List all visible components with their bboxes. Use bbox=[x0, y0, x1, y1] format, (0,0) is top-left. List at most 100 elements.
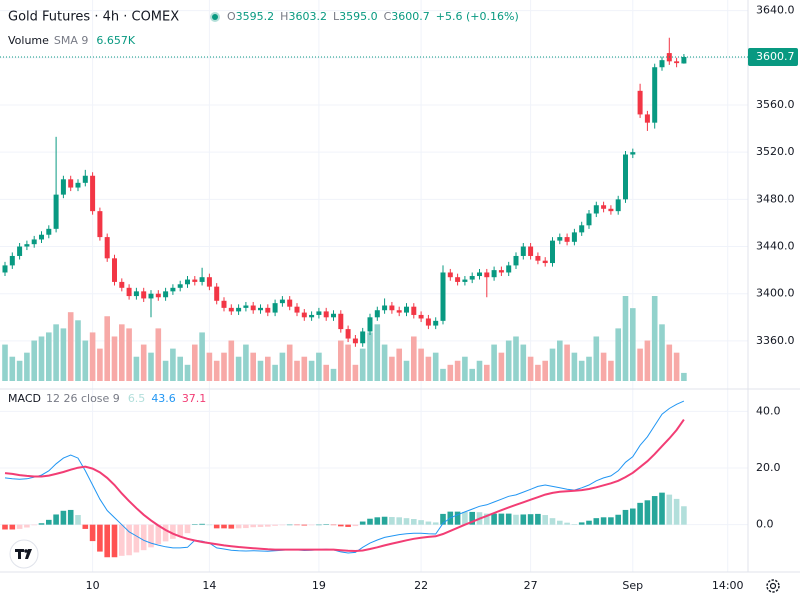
volume-bar bbox=[571, 352, 578, 381]
candle-body bbox=[243, 305, 249, 308]
candle-body bbox=[345, 329, 351, 339]
macd-histogram-bar bbox=[630, 508, 636, 525]
volume-bar bbox=[192, 344, 198, 381]
volume-bar bbox=[681, 372, 687, 381]
macd-histogram-bar bbox=[104, 524, 110, 558]
macd-histogram-bar bbox=[432, 522, 439, 525]
y-tick-label: 3360.0 bbox=[756, 334, 795, 347]
status-dot bbox=[212, 14, 218, 20]
candle-body bbox=[192, 279, 198, 282]
candle-body bbox=[279, 299, 285, 304]
y-tick-label: 3440.0 bbox=[756, 240, 795, 253]
macd-histogram-bar bbox=[316, 524, 322, 526]
gear-inner[interactable] bbox=[769, 582, 777, 590]
macd-histogram-bar bbox=[89, 524, 96, 542]
macd-histogram-bar bbox=[279, 524, 286, 526]
x-tick-label: Sep bbox=[622, 579, 643, 592]
x-tick-label: 19 bbox=[312, 579, 326, 592]
macd-histogram-bar bbox=[389, 517, 395, 525]
macd-histogram-bar bbox=[600, 517, 607, 525]
candle-body bbox=[214, 286, 220, 301]
volume-bar bbox=[111, 336, 118, 381]
candle-body bbox=[586, 213, 592, 226]
candle-body bbox=[170, 287, 176, 292]
candle-body bbox=[316, 311, 322, 315]
volume-label: Volume bbox=[8, 34, 49, 47]
candle-body bbox=[542, 260, 548, 264]
candle-body bbox=[112, 258, 117, 282]
macd-histogram-bar bbox=[46, 519, 52, 525]
logo-bg bbox=[9, 539, 39, 569]
candle-body bbox=[433, 320, 439, 326]
candle-body bbox=[60, 179, 66, 195]
grid-layer bbox=[0, 0, 748, 572]
candle-body bbox=[469, 276, 475, 280]
volume-bar bbox=[60, 328, 67, 381]
volume-bar bbox=[170, 348, 176, 381]
candle-body bbox=[447, 272, 453, 278]
macd-histogram-bar bbox=[67, 509, 74, 525]
macd-histogram-bar bbox=[374, 517, 381, 525]
candle-body bbox=[236, 307, 242, 312]
macd-histogram-bar bbox=[549, 518, 556, 525]
volume-bar bbox=[425, 356, 432, 381]
macd-histogram-bar bbox=[345, 524, 351, 527]
volume-params: SMA 9 bbox=[54, 34, 89, 47]
candle-body bbox=[258, 307, 263, 311]
candle-body bbox=[659, 60, 665, 68]
gear-outer[interactable] bbox=[766, 579, 780, 593]
macd-series-value: 37.1 bbox=[182, 392, 207, 405]
readout-label: H bbox=[280, 10, 288, 23]
macd-histogram-bar bbox=[411, 519, 417, 525]
macd-histogram-bar bbox=[425, 521, 432, 525]
candle-body bbox=[53, 194, 59, 229]
x-tick-label: 14:00 bbox=[712, 579, 744, 592]
volume-bar bbox=[133, 356, 140, 381]
macd-histogram-bar bbox=[235, 524, 242, 529]
readout-value: 3595.2 bbox=[236, 10, 275, 23]
macd-histogram-bar bbox=[323, 524, 329, 525]
volume-bar bbox=[615, 328, 621, 381]
volume-bar bbox=[345, 344, 351, 381]
volume-bar bbox=[338, 340, 344, 381]
volume-bar bbox=[265, 356, 271, 381]
candle-body bbox=[389, 305, 395, 311]
candle-body bbox=[68, 179, 74, 188]
macd-histogram-bar bbox=[82, 524, 89, 529]
volume-bar bbox=[673, 352, 680, 381]
macd-histogram-bar bbox=[491, 513, 497, 525]
macd-histogram-bar bbox=[16, 524, 23, 529]
volume-bar bbox=[308, 360, 315, 381]
candle-body bbox=[440, 272, 446, 321]
macd-histogram-bar bbox=[126, 524, 132, 556]
macd-histogram-bar bbox=[31, 524, 37, 526]
volume-bar bbox=[221, 352, 227, 381]
macd-histogram-bar bbox=[462, 511, 468, 525]
volume-bar bbox=[31, 340, 37, 381]
settings-icon[interactable] bbox=[766, 579, 780, 593]
volume-bar bbox=[228, 340, 235, 381]
candle-body bbox=[265, 307, 271, 313]
y-tick-label: 3520.0 bbox=[756, 145, 795, 158]
readout-label: O bbox=[227, 10, 236, 23]
macd-histogram-bar bbox=[140, 524, 147, 551]
macd-histogram-bar bbox=[177, 524, 183, 536]
ohlc-readout: O3595.2 H3603.2 L3595.0 C3600.7 +5.6 (+0.16%… bbox=[227, 10, 519, 23]
volume-bar bbox=[608, 360, 614, 381]
volume-bar bbox=[498, 352, 505, 381]
macd-histogram-bar bbox=[272, 524, 278, 526]
macd-histogram-bar bbox=[9, 524, 16, 530]
macd-histogram-bar bbox=[286, 524, 293, 526]
candle-body bbox=[155, 293, 161, 298]
candle-body bbox=[294, 306, 300, 313]
volume-bar bbox=[294, 360, 300, 381]
macd-histogram-bar bbox=[520, 514, 527, 525]
candle-body bbox=[681, 56, 687, 64]
macd-histogram-bar bbox=[484, 513, 490, 525]
candle-body bbox=[550, 240, 555, 264]
macd-histogram-bar bbox=[637, 502, 643, 525]
macd-histogram-bar bbox=[608, 517, 614, 525]
macd-histogram-bar bbox=[593, 518, 600, 525]
marks-layer bbox=[0, 37, 748, 558]
macd-histogram-bar bbox=[257, 524, 264, 527]
